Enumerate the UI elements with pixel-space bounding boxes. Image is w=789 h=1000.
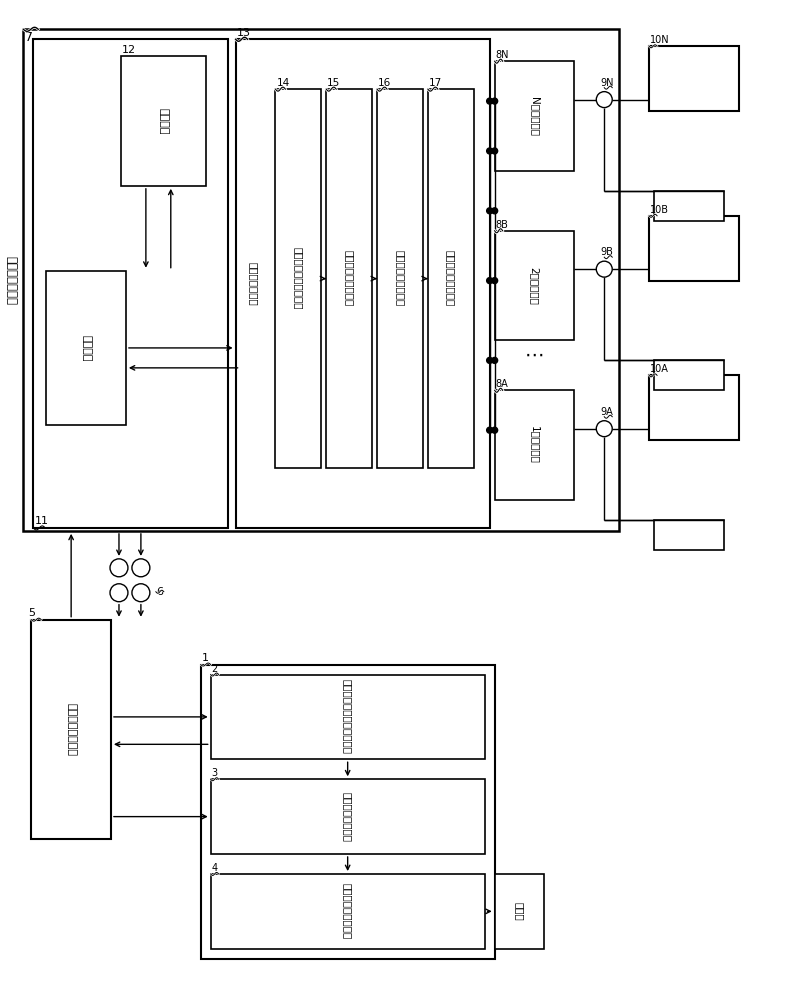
Text: 15: 15: [327, 78, 341, 88]
Text: 8B: 8B: [495, 220, 509, 230]
Text: 17: 17: [429, 78, 442, 88]
Bar: [211, 779, 484, 854]
Text: 10B: 10B: [650, 205, 669, 215]
Circle shape: [487, 98, 492, 104]
Circle shape: [487, 427, 492, 433]
Bar: [33, 39, 227, 528]
Circle shape: [132, 559, 150, 577]
Text: 9B: 9B: [600, 247, 613, 257]
Text: 5: 5: [28, 608, 36, 618]
Bar: [649, 46, 739, 111]
Text: 1号电梯控制: 1号电梯控制: [529, 426, 540, 464]
Bar: [121, 56, 206, 186]
Circle shape: [596, 92, 612, 108]
Text: 目的地楼层输入部: 目的地楼层输入部: [342, 792, 353, 842]
Text: 2: 2: [211, 664, 218, 674]
Text: 11: 11: [36, 516, 49, 526]
Bar: [377, 89, 423, 468]
Text: 9A: 9A: [600, 407, 613, 417]
Circle shape: [487, 148, 492, 154]
Circle shape: [596, 261, 612, 277]
Bar: [495, 874, 544, 949]
Bar: [428, 89, 473, 468]
Text: 14: 14: [276, 78, 290, 88]
Text: 10N: 10N: [650, 35, 670, 45]
Bar: [649, 375, 739, 440]
Text: 8N: 8N: [495, 50, 509, 60]
Text: 群管理控制系统: 群管理控制系统: [5, 256, 18, 305]
Circle shape: [487, 278, 492, 284]
Text: 目的地楼层登录处理部: 目的地楼层登录处理部: [294, 247, 303, 310]
Text: 运行管理控制部: 运行管理控制部: [249, 262, 259, 305]
Text: 12: 12: [122, 45, 136, 55]
Bar: [654, 520, 724, 550]
Circle shape: [132, 584, 150, 602]
Bar: [32, 620, 111, 839]
Text: 7: 7: [25, 31, 33, 44]
Bar: [654, 360, 724, 390]
Bar: [326, 89, 372, 468]
Circle shape: [110, 584, 128, 602]
Text: 6: 6: [156, 587, 163, 597]
Text: 智能系统: 智能系统: [159, 108, 168, 134]
Bar: [47, 271, 126, 425]
Bar: [654, 191, 724, 221]
Bar: [495, 390, 574, 500]
Text: ⋯: ⋯: [525, 346, 544, 365]
Circle shape: [487, 357, 492, 363]
Bar: [24, 29, 619, 531]
Bar: [495, 61, 574, 171]
Circle shape: [492, 278, 498, 284]
Text: 输入输出控制系统: 输入输出控制系统: [66, 703, 77, 756]
Text: 9N: 9N: [600, 78, 614, 88]
Bar: [275, 89, 321, 468]
Circle shape: [492, 148, 498, 154]
Circle shape: [487, 208, 492, 214]
Circle shape: [596, 421, 612, 437]
Text: 学习系统: 学习系统: [81, 335, 91, 361]
Text: N号电梯控制: N号电梯控制: [529, 97, 540, 136]
Text: 13: 13: [237, 28, 251, 38]
Text: 16: 16: [378, 78, 391, 88]
Text: 保养运行指令输入部: 保养运行指令输入部: [342, 883, 353, 939]
Text: 保养运行指令处理部: 保养运行指令处理部: [446, 250, 456, 307]
Bar: [211, 675, 484, 759]
Circle shape: [492, 98, 498, 104]
Text: 8A: 8A: [495, 379, 508, 389]
Text: 保养功能限制处理部: 保养功能限制处理部: [395, 250, 405, 307]
Text: 1: 1: [202, 653, 208, 663]
Text: 报告部: 报告部: [514, 902, 525, 921]
Bar: [649, 216, 739, 281]
Text: 2号电梯控制: 2号电梯控制: [529, 267, 540, 305]
Circle shape: [110, 559, 128, 577]
Text: 电梯门厅目的地楼层输入部: 电梯门厅目的地楼层输入部: [342, 679, 353, 754]
Bar: [200, 665, 495, 959]
Text: 10A: 10A: [650, 364, 669, 374]
Circle shape: [492, 427, 498, 433]
Bar: [211, 874, 484, 949]
Bar: [495, 231, 574, 340]
Text: 保养运行识别处理部: 保养运行识别处理部: [344, 250, 354, 307]
Text: 3: 3: [211, 768, 218, 778]
Text: 4: 4: [211, 863, 218, 873]
Circle shape: [492, 208, 498, 214]
Bar: [236, 39, 490, 528]
Circle shape: [492, 357, 498, 363]
